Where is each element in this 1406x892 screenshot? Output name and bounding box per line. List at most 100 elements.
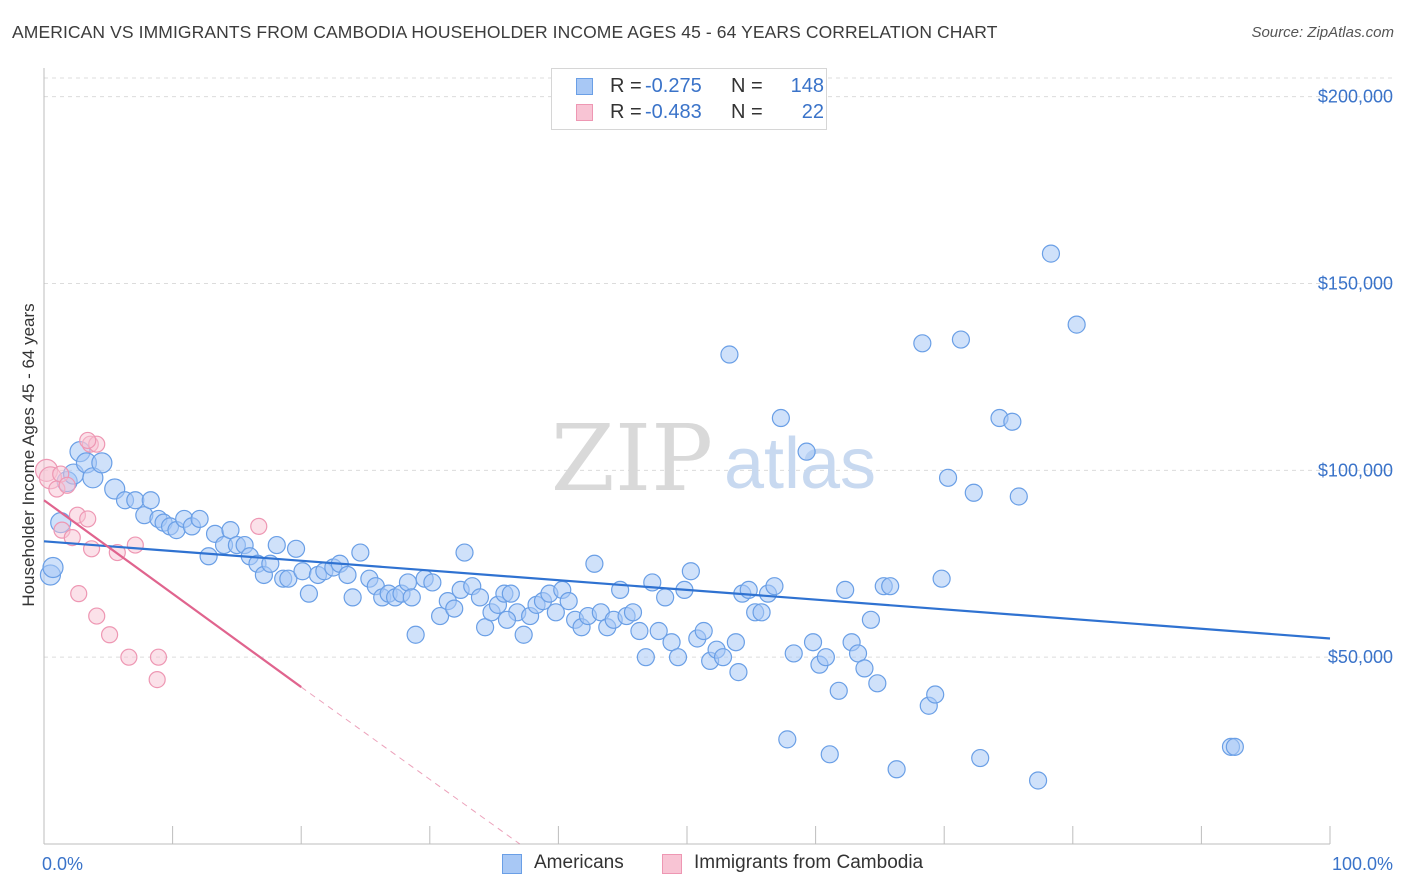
legend-swatch-americans [502, 854, 522, 874]
watermark-zip: ZIP [551, 405, 713, 512]
cambodia-point [82, 540, 101, 558]
american-point [343, 588, 362, 607]
chart-title: AMERICAN VS IMMIGRANTS FROM CAMBODIA HOU… [12, 22, 998, 42]
american-point [398, 573, 418, 592]
american-point [630, 621, 649, 641]
watermark-atlas: atlas [724, 424, 876, 504]
cambodia-point [70, 585, 88, 603]
x-tick-label: 0.0% [42, 854, 83, 874]
american-point [559, 592, 578, 611]
cambodia-point [250, 517, 268, 535]
american-point [803, 633, 823, 652]
american-point [636, 648, 655, 667]
series-americans [39, 244, 1244, 790]
cambodia-point [79, 431, 97, 450]
american-point [351, 543, 370, 562]
cambodia-point [126, 536, 144, 554]
legend-n-value: 22 [801, 101, 824, 123]
trend-line-cambodia-extension [300, 686, 521, 845]
correlation-legend: R = -0.275 N = 148 R = -0.483 N = 22 [551, 68, 827, 130]
american-point [402, 588, 421, 607]
x-tick-label: 100.0% [1332, 854, 1393, 874]
american-point [430, 606, 450, 626]
american-point [713, 648, 733, 667]
american-point [1009, 487, 1028, 506]
american-point [797, 442, 816, 461]
american-point [820, 745, 839, 764]
american-point [729, 663, 748, 682]
y-tick-label: $150,000 [1318, 274, 1393, 294]
american-point [694, 621, 713, 641]
american-point [861, 610, 880, 629]
y-tick-labels: $50,000 $100,000 $150,000 $200,000 [1318, 87, 1393, 667]
american-point [293, 562, 312, 581]
american-point [784, 644, 803, 663]
american-point [726, 633, 745, 652]
cambodia-point [63, 528, 81, 547]
american-point [868, 674, 887, 693]
american-point [423, 573, 442, 592]
trend-lines [43, 499, 1331, 845]
american-point [964, 483, 983, 502]
american-point [855, 659, 874, 678]
american-point [42, 556, 64, 579]
american-point [585, 554, 604, 573]
cambodia-point [120, 648, 138, 666]
american-point [299, 584, 319, 603]
source-label: Source: ZipAtlas.com [1251, 24, 1394, 41]
american-point [829, 681, 848, 700]
american-point [445, 599, 464, 618]
american-point [881, 577, 900, 596]
american-point [848, 644, 868, 663]
cambodia-point [148, 670, 166, 689]
american-point [141, 491, 160, 510]
american-point [406, 625, 425, 644]
grid-lines [44, 77, 1395, 658]
american-point [190, 509, 209, 529]
american-point [91, 452, 113, 474]
american-point [126, 491, 145, 510]
legend-r-value: -0.275 [645, 75, 702, 97]
legend-label-cambodia: Immigrants from Cambodia [694, 852, 924, 873]
american-point [514, 625, 533, 644]
american-point [501, 584, 520, 603]
american-point [926, 685, 945, 704]
y-tick-label: $100,000 [1318, 460, 1393, 480]
cambodia-point [58, 476, 76, 494]
american-point [623, 603, 643, 622]
cambodia-point [88, 607, 106, 625]
cambodia-point [100, 626, 119, 644]
american-point [752, 603, 771, 622]
legend-n-value: 148 [790, 75, 824, 97]
american-point [720, 345, 739, 364]
legend-r-value: -0.483 [645, 101, 702, 123]
american-point [286, 539, 306, 558]
american-point [1003, 412, 1022, 431]
american-point [771, 408, 790, 428]
american-point [267, 535, 286, 555]
american-point [497, 610, 517, 629]
american-point [938, 468, 958, 487]
x-tick-labels: 0.0% 100.0% [42, 854, 1393, 874]
american-point [1041, 244, 1061, 263]
trend-line-cambodia [43, 499, 302, 688]
american-point [951, 330, 971, 349]
american-point [1028, 771, 1048, 790]
american-point [470, 588, 490, 607]
american-point [887, 760, 906, 779]
american-point [649, 621, 668, 641]
american-point [1225, 737, 1244, 756]
american-point [475, 618, 495, 637]
american-point [836, 580, 855, 600]
legend-swatch-cambodia [576, 104, 593, 121]
legend-n-label: N = [731, 101, 763, 123]
y-tick-label: $50,000 [1328, 647, 1393, 667]
american-point [765, 577, 784, 596]
series-cambodia [34, 431, 268, 689]
legend-r-label: R = [610, 75, 642, 97]
legend-label-americans: Americans [534, 852, 624, 873]
american-point [338, 565, 357, 585]
american-point [971, 748, 990, 768]
american-point [681, 562, 700, 581]
